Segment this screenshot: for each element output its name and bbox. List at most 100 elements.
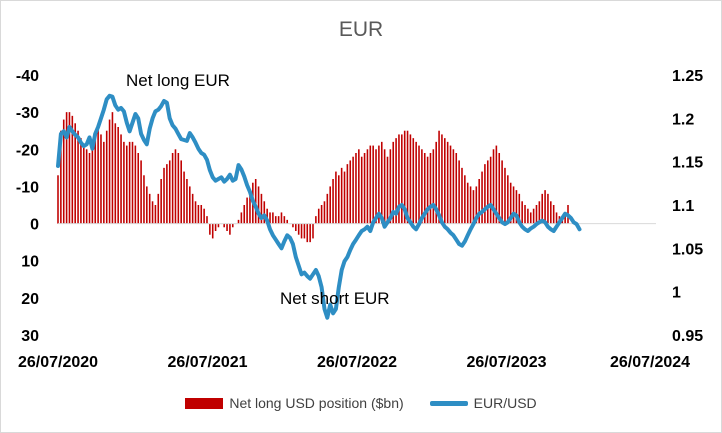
right-axis: 1.25 1.2 1.15 1.1 1.05 1 0.95 <box>672 68 703 345</box>
left-tick-label: -30 <box>16 105 39 122</box>
bar <box>360 156 363 224</box>
bar <box>143 175 145 224</box>
bar <box>292 223 294 228</box>
bar <box>469 186 472 224</box>
bar <box>306 223 309 243</box>
bar <box>406 130 409 224</box>
bar <box>191 193 194 224</box>
bar <box>85 149 88 224</box>
bar <box>274 216 277 224</box>
bar <box>146 186 148 224</box>
bar <box>128 141 131 224</box>
bar <box>504 167 506 224</box>
left-tick-label: -20 <box>16 142 39 159</box>
x-axis: 26/07/2020 26/07/2021 26/07/2022 26/07/2023… <box>18 354 690 371</box>
bar <box>446 141 449 224</box>
bar <box>283 216 286 224</box>
right-tick-label: 1.25 <box>672 68 703 85</box>
bar <box>80 138 82 224</box>
bar <box>148 193 151 224</box>
bar <box>461 167 463 224</box>
bar <box>372 145 374 224</box>
bar <box>492 149 495 224</box>
bar <box>383 149 386 224</box>
bar <box>71 115 74 224</box>
eurusd-line <box>56 93 582 320</box>
bar <box>231 223 234 228</box>
bar <box>555 212 558 224</box>
legend-swatch-line <box>429 400 468 406</box>
bar <box>315 216 317 224</box>
right-tick-label: 1.1 <box>672 198 694 215</box>
bar <box>343 171 346 224</box>
bar <box>478 179 480 224</box>
bar <box>366 149 369 224</box>
bar <box>60 130 62 224</box>
bar <box>544 190 546 224</box>
bar <box>240 212 243 224</box>
legend-item-bars: Net long USD position ($bn) <box>185 395 404 411</box>
bar <box>134 145 137 224</box>
bar <box>166 164 168 224</box>
bar <box>541 193 543 224</box>
legend-swatch-bars <box>185 397 224 409</box>
bar <box>77 130 79 224</box>
bar <box>223 223 225 228</box>
left-tick-label: 20 <box>21 291 39 308</box>
left-axis: -40 -30 -20 -10 0 10 20 30 <box>16 68 39 345</box>
bar <box>515 190 518 224</box>
bar <box>320 205 323 224</box>
bar <box>300 223 303 239</box>
bar <box>68 112 71 224</box>
bar <box>312 223 314 239</box>
bar <box>57 175 59 224</box>
bar <box>125 145 128 224</box>
bar <box>229 223 231 235</box>
bar <box>495 145 498 224</box>
bar <box>280 212 283 224</box>
bar <box>269 212 271 224</box>
bar <box>254 179 257 224</box>
bar <box>529 212 532 224</box>
x-tick-label: 26/07/2024 <box>610 354 690 371</box>
bar <box>326 193 329 224</box>
bar <box>458 160 460 224</box>
bar <box>552 205 555 224</box>
bar <box>486 160 489 224</box>
bar <box>211 223 214 239</box>
bar <box>203 208 205 224</box>
legend-label-bars: Net long USD position ($bn) <box>229 395 404 411</box>
bar <box>303 223 306 239</box>
bar <box>386 156 389 224</box>
bar <box>538 201 541 224</box>
bar <box>100 134 102 224</box>
bar <box>309 223 311 243</box>
right-tick-label: 1 <box>672 285 681 302</box>
bar <box>266 208 268 224</box>
bar <box>409 134 412 224</box>
bar <box>295 223 297 231</box>
bar <box>423 153 426 224</box>
bar <box>429 153 432 224</box>
bar <box>509 182 512 224</box>
bar <box>441 134 443 224</box>
bar <box>432 149 435 224</box>
bar <box>521 201 523 224</box>
bar <box>105 130 108 224</box>
bar <box>466 182 469 224</box>
left-tick-label: 30 <box>21 328 39 345</box>
bar <box>561 219 564 224</box>
bar <box>180 160 182 224</box>
bar <box>263 201 266 224</box>
bar <box>535 205 538 224</box>
bar <box>317 208 320 224</box>
bar <box>455 153 458 224</box>
bar <box>392 141 395 224</box>
x-tick-label: 26/07/2022 <box>317 354 397 371</box>
bar <box>194 201 197 224</box>
bar-series <box>57 112 569 243</box>
bar <box>117 127 119 224</box>
bar <box>103 141 105 224</box>
bar <box>197 205 200 224</box>
